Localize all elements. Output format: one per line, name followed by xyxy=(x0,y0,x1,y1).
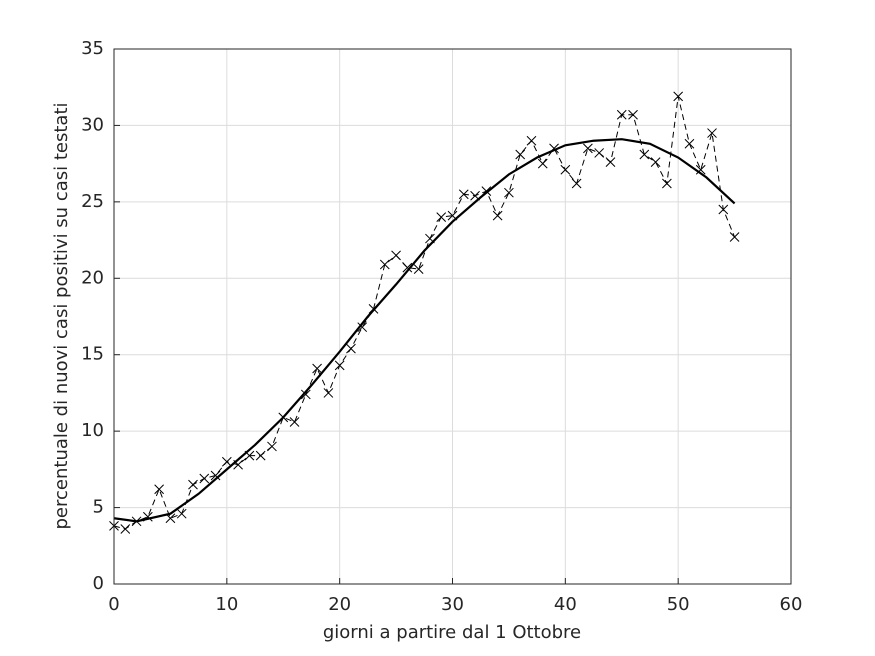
data-point xyxy=(684,138,695,149)
y-tick-label: 30 xyxy=(81,114,104,135)
data-point xyxy=(458,189,469,200)
data-point xyxy=(707,128,717,138)
data-point xyxy=(492,210,503,221)
data-point xyxy=(391,250,401,261)
y-tick-label: 5 xyxy=(93,497,104,518)
data-point xyxy=(695,164,706,175)
data-point xyxy=(199,473,210,484)
x-tick-label: 0 xyxy=(108,594,119,615)
data-point xyxy=(154,484,164,495)
data-point xyxy=(221,456,232,467)
data-point xyxy=(346,343,356,354)
data-point xyxy=(176,508,187,519)
data-point xyxy=(210,470,221,481)
x-tick-label: 30 xyxy=(441,594,464,615)
x-tick-label: 40 xyxy=(554,594,577,615)
series-line xyxy=(113,138,736,523)
x-tick-label: 20 xyxy=(328,594,351,615)
data-point xyxy=(515,149,526,160)
series-line xyxy=(113,96,736,530)
data-point xyxy=(616,109,627,120)
data-point xyxy=(583,143,593,154)
data-point xyxy=(379,259,390,270)
data-point xyxy=(120,524,131,534)
y-tick-label: 10 xyxy=(81,420,104,441)
data-point xyxy=(300,389,311,400)
y-tick-label: 20 xyxy=(81,267,104,288)
data-point xyxy=(188,479,198,490)
data-point xyxy=(639,149,650,160)
x-axis-label: giorni a partire dal 1 Ottobre xyxy=(323,622,581,643)
data-point xyxy=(436,212,447,222)
data-point xyxy=(526,135,537,146)
axes-box xyxy=(113,48,792,585)
x-tick-label: 50 xyxy=(667,594,690,615)
data-point xyxy=(323,388,334,398)
data-point xyxy=(334,360,345,371)
data-point xyxy=(504,187,514,198)
data-point xyxy=(402,262,413,273)
data-point xyxy=(605,157,616,167)
y-tick-label: 0 xyxy=(93,573,104,594)
data-point xyxy=(413,264,424,274)
y-tick-label: 25 xyxy=(81,191,104,212)
x-tick-label: 60 xyxy=(780,594,803,615)
data-point xyxy=(662,178,672,189)
data-point xyxy=(571,178,582,189)
data-point xyxy=(537,158,548,169)
y-tick-label: 15 xyxy=(81,344,104,365)
x-tick-label: 10 xyxy=(215,594,238,615)
data-point xyxy=(289,417,300,427)
data-point xyxy=(312,363,322,374)
data-point xyxy=(594,148,605,158)
y-axis-label: percentuale di nuovi casi positivi su ca… xyxy=(51,103,72,530)
data-point xyxy=(628,109,638,120)
data-point xyxy=(650,157,661,167)
data-point xyxy=(357,322,368,333)
data-point xyxy=(560,164,571,175)
data-point xyxy=(255,450,266,461)
data-point xyxy=(718,204,729,215)
y-tick-label: 35 xyxy=(81,38,104,59)
data-point xyxy=(729,232,740,242)
data-point xyxy=(673,91,684,102)
data-point xyxy=(267,441,277,452)
